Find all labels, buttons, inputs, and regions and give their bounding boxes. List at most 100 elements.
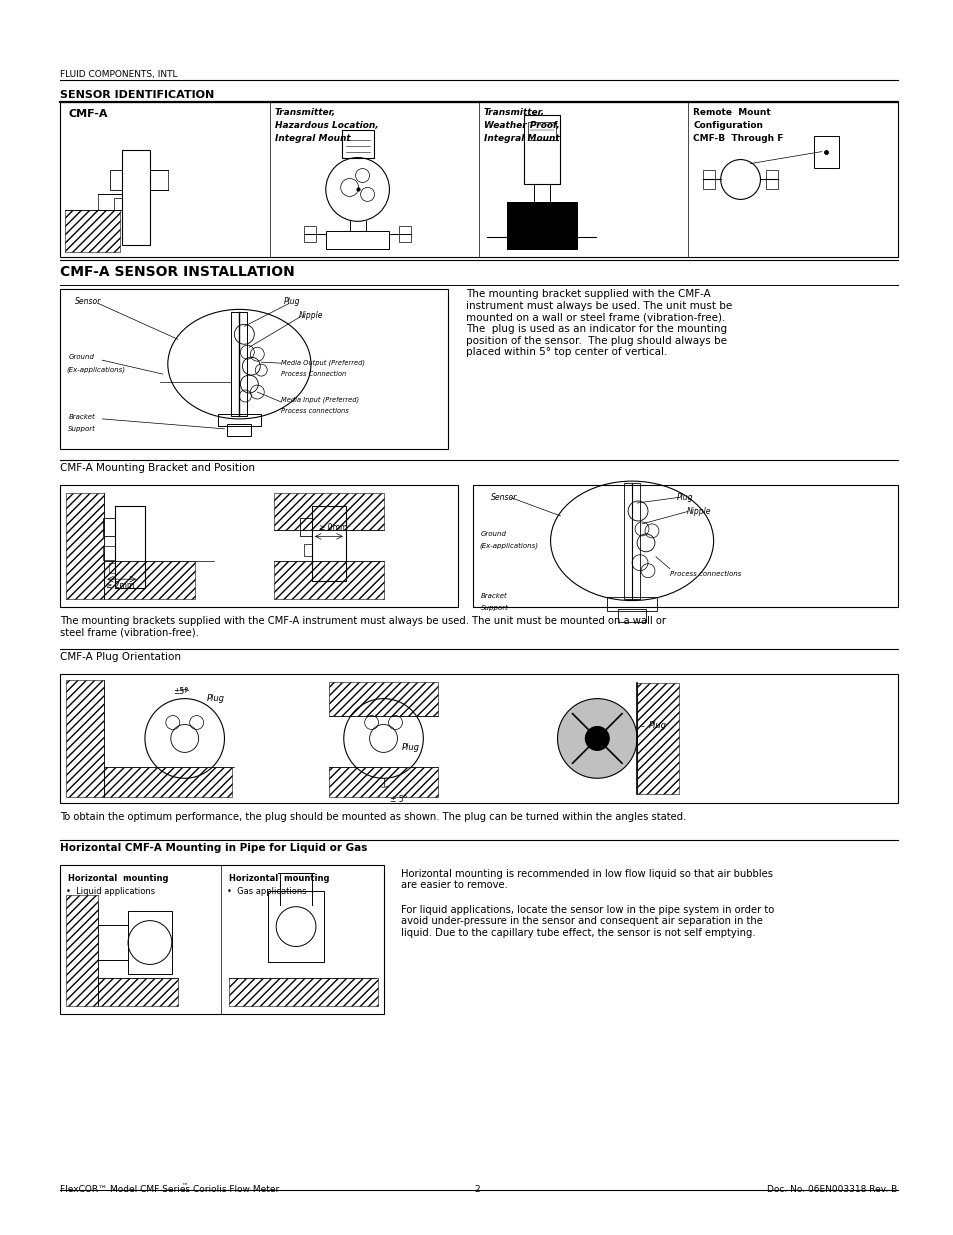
Text: ≥ 0mm: ≥ 0mm bbox=[318, 524, 347, 532]
Bar bbox=[329, 682, 437, 715]
Bar bbox=[274, 493, 383, 530]
Text: Remote  Mount: Remote Mount bbox=[693, 109, 770, 117]
Text: ≥ 2mm: ≥ 2mm bbox=[106, 582, 134, 590]
Bar bbox=[60, 864, 383, 1014]
Bar bbox=[217, 414, 261, 426]
Bar bbox=[329, 767, 437, 797]
Bar bbox=[607, 597, 657, 610]
Bar bbox=[527, 122, 555, 140]
Bar bbox=[702, 169, 714, 189]
Bar bbox=[399, 226, 411, 242]
Text: ™: ™ bbox=[181, 1184, 188, 1189]
Text: Transmitter,: Transmitter, bbox=[483, 109, 544, 117]
Bar bbox=[67, 679, 104, 797]
Bar bbox=[312, 506, 345, 580]
Text: Plug: Plug bbox=[284, 298, 300, 306]
Text: To obtain the optimum performance, the plug should be mounted as shown. The plug: To obtain the optimum performance, the p… bbox=[60, 813, 686, 823]
Text: Process Connection: Process Connection bbox=[281, 370, 346, 377]
Text: CMF-A Mounting Bracket and Position: CMF-A Mounting Bracket and Position bbox=[60, 463, 255, 473]
Bar bbox=[300, 517, 312, 536]
Text: Media Output (Preferred): Media Output (Preferred) bbox=[281, 359, 365, 366]
Text: Horizontal mounting is recommended in low flow liquid so that air bubbles
are ea: Horizontal mounting is recommended in lo… bbox=[401, 869, 773, 890]
Bar bbox=[304, 543, 312, 556]
Text: Doc. No. 06EN003318 Rev. B: Doc. No. 06EN003318 Rev. B bbox=[766, 1186, 897, 1194]
Text: SENSOR IDENTIFICATION: SENSOR IDENTIFICATION bbox=[60, 90, 214, 100]
Bar bbox=[506, 203, 576, 248]
Text: Nipple: Nipple bbox=[686, 506, 711, 515]
Bar bbox=[122, 151, 150, 245]
Text: Integral Mount: Integral Mount bbox=[274, 135, 350, 143]
Bar bbox=[232, 312, 247, 416]
Text: Ground: Ground bbox=[480, 531, 506, 537]
Bar bbox=[104, 767, 233, 797]
Text: Integral Mount: Integral Mount bbox=[483, 135, 559, 143]
Bar bbox=[230, 978, 377, 1007]
Circle shape bbox=[585, 726, 609, 751]
Bar bbox=[110, 170, 122, 190]
Bar bbox=[60, 103, 897, 257]
Text: Bracket: Bracket bbox=[480, 593, 507, 599]
Bar bbox=[60, 674, 897, 803]
Text: ±5°: ±5° bbox=[172, 687, 188, 695]
Bar bbox=[109, 563, 115, 573]
Bar bbox=[103, 546, 115, 559]
Bar bbox=[114, 198, 122, 210]
Bar bbox=[67, 894, 98, 1007]
Bar bbox=[523, 115, 559, 184]
Text: ± 5°: ± 5° bbox=[389, 795, 407, 804]
Text: (Ex-applications): (Ex-applications) bbox=[478, 543, 537, 550]
Text: Plug: Plug bbox=[648, 720, 666, 730]
Text: Configuration: Configuration bbox=[693, 121, 762, 130]
Text: Process connections: Process connections bbox=[281, 408, 349, 414]
Bar bbox=[506, 203, 576, 248]
Text: Plug: Plug bbox=[207, 694, 224, 703]
Bar bbox=[637, 683, 679, 794]
Text: CMF-B  Through F: CMF-B Through F bbox=[693, 135, 782, 143]
Text: The mounting bracket supplied with the CMF-A
instrument must always be used. The: The mounting bracket supplied with the C… bbox=[466, 289, 732, 357]
Bar bbox=[618, 609, 645, 622]
Bar bbox=[473, 484, 897, 608]
Bar bbox=[98, 978, 177, 1007]
Bar bbox=[623, 483, 639, 599]
Bar bbox=[304, 226, 315, 242]
Bar bbox=[128, 910, 172, 974]
Text: Horizontal  mounting: Horizontal mounting bbox=[230, 874, 330, 883]
Bar bbox=[66, 210, 120, 252]
Text: Process connections: Process connections bbox=[669, 571, 740, 577]
Text: FlexCOR™ Model CMF Series Coriolis Flow Meter: FlexCOR™ Model CMF Series Coriolis Flow … bbox=[60, 1186, 279, 1194]
Text: Transmitter,: Transmitter, bbox=[274, 109, 335, 117]
Bar bbox=[765, 169, 778, 189]
Text: The mounting brackets supplied with the CMF-A instrument must always be used. Th: The mounting brackets supplied with the … bbox=[60, 616, 666, 637]
Text: Plug: Plug bbox=[401, 743, 419, 752]
Bar bbox=[268, 890, 324, 962]
Bar bbox=[103, 517, 115, 536]
Text: Horizontal  mounting: Horizontal mounting bbox=[69, 874, 169, 883]
Text: CMF-A Plug Orientation: CMF-A Plug Orientation bbox=[60, 652, 181, 662]
Circle shape bbox=[557, 699, 637, 778]
Bar bbox=[104, 561, 194, 599]
Text: Bracket: Bracket bbox=[69, 414, 95, 420]
Text: 2: 2 bbox=[474, 1186, 479, 1194]
Text: Nipple: Nipple bbox=[298, 311, 323, 320]
Text: CMF-A: CMF-A bbox=[69, 109, 108, 120]
Text: Sensor: Sensor bbox=[491, 493, 517, 501]
Text: Weather Proof,: Weather Proof, bbox=[483, 121, 559, 130]
Bar bbox=[115, 506, 145, 588]
Text: •  Gas applications: • Gas applications bbox=[227, 887, 307, 895]
Bar bbox=[60, 289, 448, 448]
Bar bbox=[60, 484, 457, 608]
Bar bbox=[326, 231, 389, 248]
Text: Media Input (Preferred): Media Input (Preferred) bbox=[281, 396, 359, 403]
Text: CMF-A SENSOR INSTALLATION: CMF-A SENSOR INSTALLATION bbox=[60, 264, 294, 279]
Bar bbox=[227, 424, 251, 436]
Text: Support: Support bbox=[480, 605, 508, 610]
Text: •  Liquid applications: • Liquid applications bbox=[67, 887, 155, 895]
Bar bbox=[274, 561, 383, 599]
Text: (Ex-applications): (Ex-applications) bbox=[67, 366, 125, 373]
Text: For liquid applications, locate the sensor low in the pipe system in order to
av: For liquid applications, locate the sens… bbox=[401, 905, 774, 937]
Text: Sensor: Sensor bbox=[75, 298, 102, 306]
Text: Plug: Plug bbox=[676, 493, 693, 501]
Bar bbox=[67, 493, 104, 599]
Bar bbox=[341, 130, 374, 158]
Text: Hazardous Location,: Hazardous Location, bbox=[274, 121, 378, 130]
